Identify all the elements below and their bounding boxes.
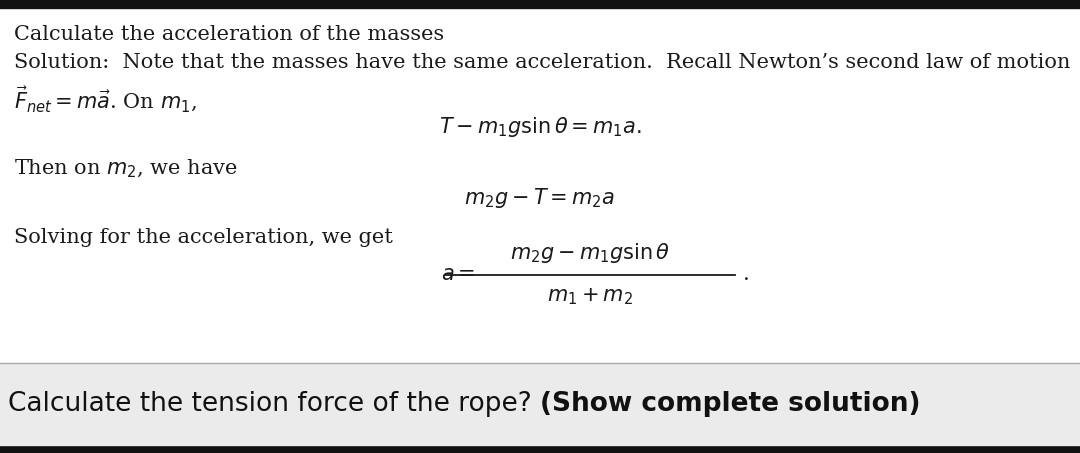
Text: .: . — [743, 265, 750, 284]
Text: $\vec{F}_{net} = m\vec{a}$. On $m_1$,: $\vec{F}_{net} = m\vec{a}$. On $m_1$, — [14, 85, 197, 115]
Text: $m_2 g - T = m_2 a$: $m_2 g - T = m_2 a$ — [464, 186, 616, 210]
Text: Solution:  Note that the masses have the same acceleration.  Recall Newton’s sec: Solution: Note that the masses have the … — [14, 53, 1070, 72]
Text: $a =$: $a =$ — [441, 265, 475, 284]
Text: $m_2 g - m_1 g \sin\theta$: $m_2 g - m_1 g \sin\theta$ — [510, 241, 670, 265]
Text: Calculate the acceleration of the masses: Calculate the acceleration of the masses — [14, 25, 444, 44]
Text: Solving for the acceleration, we get: Solving for the acceleration, we get — [14, 228, 393, 247]
Text: Calculate the tension force of the rope?: Calculate the tension force of the rope? — [8, 391, 540, 417]
Text: $m_1 + m_2$: $m_1 + m_2$ — [546, 287, 633, 307]
Text: (Show complete solution): (Show complete solution) — [540, 391, 920, 417]
Text: Then on $m_2$, we have: Then on $m_2$, we have — [14, 158, 238, 180]
Text: $T - m_1 g \sin\theta = m_1 a.$: $T - m_1 g \sin\theta = m_1 a.$ — [438, 115, 642, 139]
